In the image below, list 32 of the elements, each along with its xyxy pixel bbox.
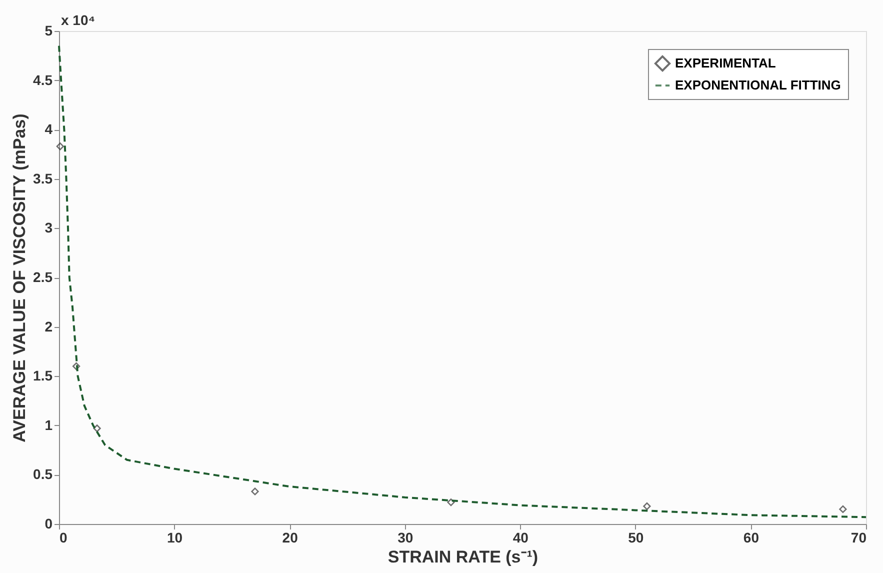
- point: [643, 502, 651, 510]
- point: [72, 362, 80, 370]
- y-tick-label: 2: [44, 318, 53, 334]
- y-tick-label: 4: [44, 121, 53, 138]
- y-tick-label: 5: [44, 22, 53, 38]
- legend-label: EXPONENTIONAL FITTING: [675, 78, 841, 92]
- x-axis-title: STRAIN RATE (s⁻¹): [388, 548, 538, 566]
- y-tick-label: 1.5: [33, 368, 53, 384]
- y-tick-label: 3.5: [33, 170, 53, 186]
- point: [251, 488, 259, 496]
- x-tick-label: 40: [512, 530, 529, 546]
- point: [447, 498, 455, 506]
- point: [56, 142, 64, 150]
- line-series: [58, 44, 867, 518]
- legend-label: EXPERIMENTAL: [675, 56, 776, 70]
- x-tick-label: 20: [282, 530, 298, 546]
- y-axis-title: AVERAGE VALUE OF VISCOSITY (mPas): [10, 114, 30, 442]
- y-tick-label: 2.5: [33, 269, 53, 285]
- point: [93, 424, 101, 432]
- y-tick-label: 4.5: [33, 72, 53, 88]
- x-tick-label: 10: [166, 530, 183, 546]
- x-tick-label: 50: [628, 530, 644, 546]
- x-tick-label: 0: [60, 530, 68, 546]
- y-tick-label: 3: [44, 220, 53, 236]
- point: [839, 505, 847, 514]
- y-tick-label: 1: [44, 416, 53, 433]
- text: x 10⁴: [61, 12, 96, 28]
- y-tick-label: 0.5: [33, 466, 53, 482]
- y-tick-label: 0: [44, 516, 53, 532]
- x-tick-label: 60: [743, 530, 760, 546]
- x-tick-label: 30: [398, 530, 414, 546]
- x-tick-label: 70: [850, 530, 867, 546]
